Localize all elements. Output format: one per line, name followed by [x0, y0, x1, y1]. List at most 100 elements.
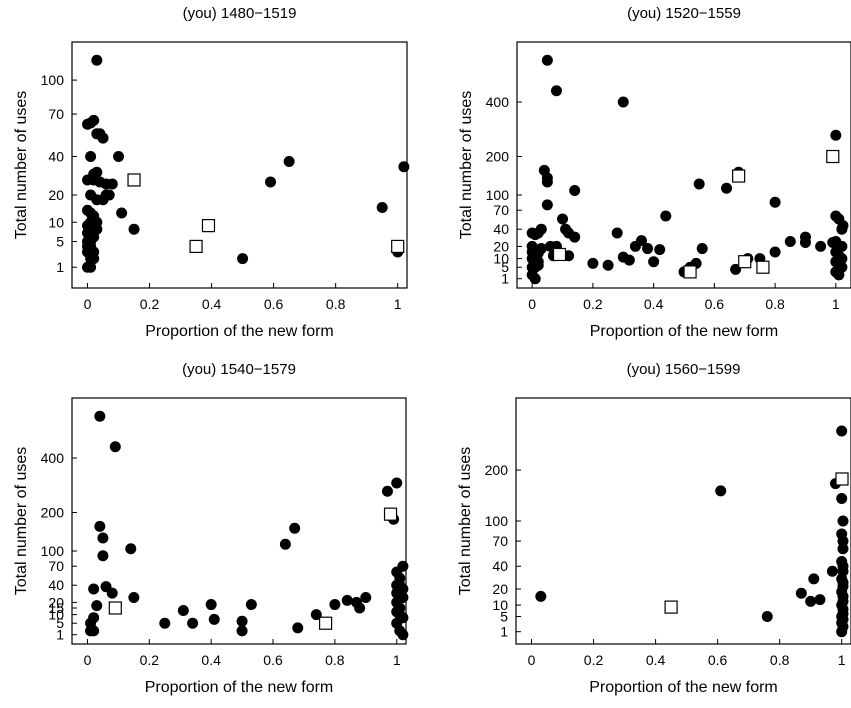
data-point-circle — [611, 227, 623, 239]
data-point-circle — [557, 213, 569, 225]
data-point-circle — [721, 182, 733, 194]
data-point-square — [552, 247, 567, 262]
x-tick-label: 0.4 — [202, 296, 222, 312]
data-point-circle — [836, 425, 848, 437]
data-point-circle — [541, 54, 553, 66]
x-tick-label: 0.2 — [140, 296, 160, 312]
data-point-circle — [587, 257, 599, 269]
data-point-circle — [837, 515, 849, 527]
data-point-circle — [795, 587, 807, 599]
y-tick-label: 100 — [41, 543, 65, 559]
plot-frame — [71, 41, 408, 289]
y-tick-label: 200 — [41, 505, 65, 521]
data-point-circle — [208, 613, 220, 625]
data-point-circle — [833, 269, 845, 281]
data-point-circle — [529, 273, 541, 285]
data-point-circle — [837, 543, 849, 555]
data-point-circle — [237, 253, 249, 265]
data-point-circle — [693, 178, 705, 190]
y-tick-label: 10 — [493, 251, 509, 267]
data-point-circle — [106, 587, 118, 599]
x-axis-label: Proportion of the new form — [590, 323, 779, 340]
x-tick-label: 0.8 — [326, 296, 346, 312]
data-point-circle — [814, 594, 826, 606]
x-tick-label: 1 — [394, 296, 402, 312]
data-point-square — [127, 173, 141, 187]
y-tick-label: 15 — [48, 600, 64, 616]
x-tick-label: 0.8 — [770, 652, 790, 668]
y-tick-label: 70 — [48, 558, 64, 574]
data-point-circle — [660, 210, 672, 222]
y-tick-label: 10 — [492, 597, 508, 613]
y-tick-label: 40 — [493, 221, 509, 237]
data-point-circle — [265, 176, 277, 188]
data-point-circle — [808, 573, 820, 585]
data-point-square — [189, 239, 203, 254]
data-point-circle — [85, 151, 97, 163]
data-point-circle — [289, 522, 301, 534]
data-point-square — [201, 219, 216, 233]
y-tick-label: 5 — [500, 608, 508, 624]
y-tick-label: 100 — [486, 187, 510, 203]
data-point-circle — [245, 599, 257, 611]
data-point-circle — [125, 543, 137, 555]
data-point-circle — [799, 231, 811, 243]
data-point-square — [826, 149, 840, 164]
data-point-circle — [391, 477, 403, 489]
y-tick-label: 100 — [485, 513, 509, 529]
data-point-circle — [109, 441, 121, 453]
data-point-square — [664, 600, 678, 614]
data-point-circle — [836, 626, 848, 638]
x-tick-label: 0.2 — [140, 652, 160, 668]
data-point-circle — [354, 602, 366, 614]
y-tick-label: 5 — [56, 615, 64, 631]
data-point-circle — [654, 244, 666, 256]
x-tick-label: 0.6 — [264, 296, 284, 312]
data-point-circle — [541, 199, 553, 211]
data-point-circle — [535, 590, 547, 602]
data-point-circle — [532, 259, 544, 271]
x-axis-label: Proportion of the new form — [145, 323, 334, 340]
y-tick-label: 10 — [48, 214, 64, 230]
y-tick-label: 5 — [56, 234, 64, 250]
y-tick-label: 1 — [501, 271, 509, 287]
y-axis-label: Total number of uses — [13, 447, 30, 596]
data-point-square — [683, 265, 697, 279]
data-point-circle — [532, 227, 544, 239]
data-point-square — [738, 255, 752, 269]
data-point-circle — [569, 231, 581, 243]
x-tick-label: 0.2 — [584, 652, 604, 668]
x-tick-label: 0.4 — [201, 652, 221, 668]
x-tick-label: 0.6 — [708, 652, 728, 668]
data-point-circle — [815, 240, 827, 252]
data-point-circle — [85, 625, 97, 637]
data-point-circle — [569, 184, 581, 196]
data-point-circle — [91, 600, 103, 612]
x-tick-label: 0 — [528, 652, 536, 668]
y-tick-label: 40 — [492, 558, 508, 574]
data-point-circle — [617, 96, 629, 108]
y-tick-label: 40 — [48, 149, 64, 165]
data-point-circle — [376, 201, 388, 213]
data-point-circle — [329, 599, 341, 611]
x-axis-label: Proportion of the new form — [145, 679, 334, 696]
y-tick-label: 70 — [493, 202, 509, 218]
data-point-square — [108, 601, 122, 615]
data-point-square — [732, 169, 746, 183]
data-point-square — [391, 239, 405, 254]
data-point-circle — [116, 207, 128, 219]
data-point-square — [318, 616, 333, 630]
y-tick-label: 100 — [41, 72, 65, 88]
data-point-circle — [560, 223, 572, 235]
x-axis-label: Proportion of the new form — [589, 679, 778, 696]
y-tick-label: 20 — [492, 581, 508, 597]
data-point-circle — [696, 243, 708, 255]
y-tick-label: 10 — [48, 607, 64, 623]
panel-title: (you) 1480−1519 — [183, 5, 297, 22]
x-tick-label: 0 — [84, 296, 92, 312]
data-point-circle — [635, 235, 647, 247]
data-point-circle — [97, 532, 109, 544]
